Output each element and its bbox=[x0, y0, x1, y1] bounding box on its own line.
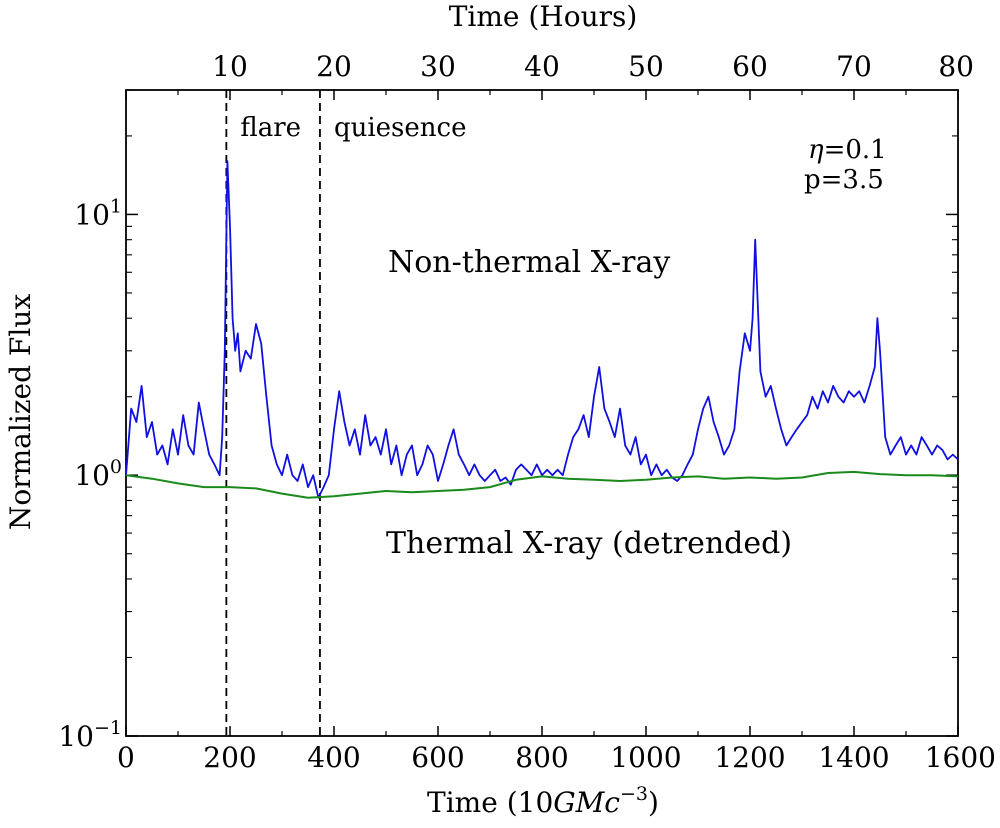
series-label-nonthermal: Non-thermal X-ray bbox=[388, 245, 670, 280]
y-tick-label: 10−1 bbox=[58, 717, 122, 753]
x-tick-label: 1200 bbox=[714, 741, 785, 774]
x-axis-ticks: 0 200 400 600 800 1000 1200 1400 1600 bbox=[117, 90, 996, 774]
top-tick-label: 80 bbox=[938, 50, 974, 83]
param-eta: η=0.1 bbox=[808, 135, 887, 165]
quiesence-label: quiesence bbox=[334, 113, 467, 143]
y-tick-label: 101 bbox=[74, 195, 122, 231]
vertical-markers: flare quiesence bbox=[225, 90, 467, 736]
x-tick-label: 1000 bbox=[610, 741, 681, 774]
x-tick-label: 400 bbox=[307, 741, 360, 774]
x-tick-label: 600 bbox=[411, 741, 464, 774]
y-tick-exp: 1 bbox=[110, 195, 122, 217]
series-line-nonthermal bbox=[125, 160, 959, 499]
x-axis-title: Time (10GMc−3) bbox=[427, 783, 659, 819]
top-tick-label: 60 bbox=[732, 50, 768, 83]
top-tick-label: 40 bbox=[524, 50, 560, 83]
top-tick-label: 50 bbox=[628, 50, 664, 83]
x-tick-label: 1600 bbox=[925, 741, 996, 774]
param-p: p=3.5 bbox=[804, 165, 884, 195]
top-tick-label: 70 bbox=[836, 50, 872, 83]
y-tick-base: 10 bbox=[74, 198, 110, 231]
x-axis-title-prefix: Time (10 bbox=[427, 786, 553, 819]
y-tick-exp: 0 bbox=[110, 456, 122, 478]
flare-label: flare bbox=[240, 113, 301, 143]
param-eta-value: =0.1 bbox=[824, 135, 887, 165]
x-tick-label: 0 bbox=[117, 741, 135, 774]
top-tick-label: 30 bbox=[420, 50, 456, 83]
y-axis-title: Normalized Flux bbox=[4, 294, 37, 530]
param-eta-symbol: η bbox=[808, 135, 824, 165]
x-tick-label: 800 bbox=[515, 741, 568, 774]
x-axis-title-suffix: ) bbox=[648, 786, 659, 819]
x-axis-title-exp: −3 bbox=[620, 783, 648, 805]
x-tick-label: 1400 bbox=[818, 741, 889, 774]
top-tick-label: 10 bbox=[212, 50, 248, 83]
series-line-thermal bbox=[125, 470, 959, 499]
y-tick-base: 10 bbox=[58, 720, 94, 753]
x-axis-title-var: GMc bbox=[553, 786, 620, 819]
series-lines bbox=[125, 160, 959, 499]
series-label-thermal: Thermal X-ray (detrended) bbox=[386, 526, 792, 561]
top-tick-label: 20 bbox=[316, 50, 352, 83]
y-tick-label: 100 bbox=[74, 456, 122, 492]
top-axis-title: Time (Hours) bbox=[449, 0, 638, 33]
top-axis-ticks: 10 20 30 40 50 60 70 80 bbox=[212, 50, 974, 83]
x-tick-label: 200 bbox=[203, 741, 256, 774]
y-tick-base: 10 bbox=[74, 459, 110, 492]
y-tick-exp: −1 bbox=[94, 717, 122, 739]
